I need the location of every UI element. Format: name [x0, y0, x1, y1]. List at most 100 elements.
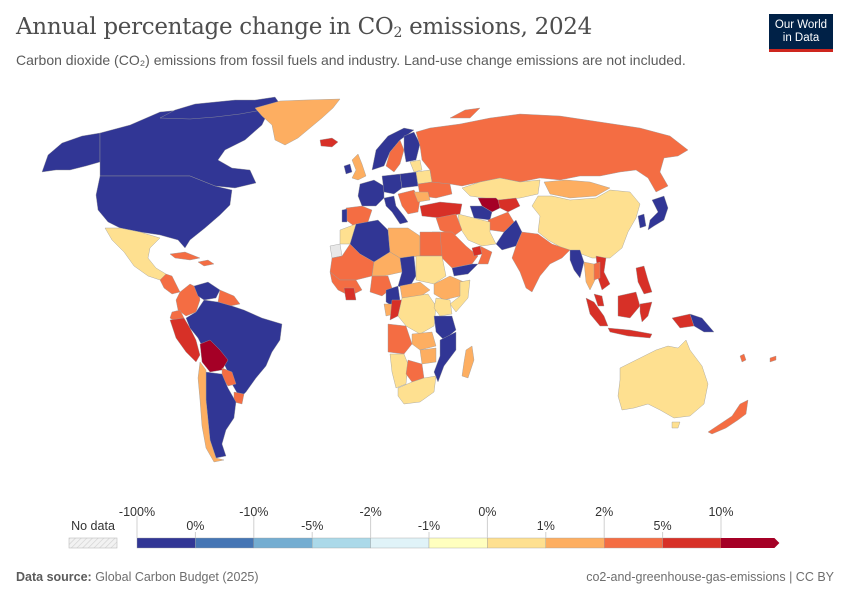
country-belarus[interactable]: [415, 169, 433, 185]
data-source-value[interactable]: Global Carbon Budget (2025): [91, 570, 259, 584]
country-central-america[interactable]: [159, 273, 181, 295]
country-myanmar[interactable]: [569, 249, 585, 279]
country-portugal[interactable]: [341, 208, 348, 223]
country-kenya[interactable]: [433, 297, 453, 317]
country-cote-divoire[interactable]: [343, 287, 357, 301]
country-iceland[interactable]: [319, 137, 339, 148]
legend-bins: [136, 537, 780, 549]
legend-bin[interactable]: [662, 537, 722, 549]
world-map: [41, 96, 777, 463]
country-turkmenistan[interactable]: [469, 205, 493, 221]
country-peru[interactable]: [169, 317, 201, 363]
country-japan[interactable]: [647, 195, 669, 231]
country-france[interactable]: [357, 179, 385, 207]
country-bolivia[interactable]: [199, 339, 229, 373]
legend-bin[interactable]: [195, 537, 254, 549]
country-zambia[interactable]: [411, 331, 437, 351]
country-uk[interactable]: [351, 153, 367, 181]
legend-bin[interactable]: [545, 537, 605, 549]
country-italy[interactable]: [383, 195, 409, 225]
legend-bin[interactable]: [312, 537, 371, 549]
country-greenland[interactable]: [254, 98, 341, 146]
legend-tick-label: -2%: [359, 505, 381, 519]
map-legend: No data -100% -10% -2% 0% 2% 10% 0% -5% -1% 1% 5%: [68, 505, 780, 549]
country-new-zealand[interactable]: [707, 399, 749, 435]
country-papua-new-guinea[interactable]: [689, 313, 715, 333]
country-sulawesi[interactable]: [639, 301, 653, 323]
country-finland[interactable]: [403, 131, 421, 163]
country-caribbean[interactable]: [197, 259, 215, 267]
country-philippines[interactable]: [635, 265, 653, 295]
country-fiji[interactable]: [769, 355, 777, 363]
legend-bin[interactable]: [370, 537, 430, 549]
country-romania[interactable]: [413, 191, 431, 203]
country-alaska[interactable]: [41, 132, 101, 173]
country-madagascar[interactable]: [461, 345, 475, 379]
chart-title: Annual percentage change in CO2 emission…: [16, 14, 592, 41]
country-chile[interactable]: [197, 361, 225, 463]
country-balkans[interactable]: [397, 189, 421, 215]
legend-bin[interactable]: [604, 537, 663, 549]
country-mexico[interactable]: [104, 227, 167, 281]
country-borneo[interactable]: [617, 291, 641, 319]
country-laos-cambodia[interactable]: [593, 261, 601, 281]
country-central-african-republic[interactable]: [399, 281, 431, 299]
legend-bin[interactable]: [487, 537, 546, 549]
country-oman[interactable]: [477, 245, 493, 265]
country-india[interactable]: [511, 231, 571, 293]
country-zimbabwe[interactable]: [419, 347, 437, 365]
chart-slug-license[interactable]: co2-and-greenhouse-gas-emissions | CC BY: [586, 570, 834, 584]
logo-line-2: in Data: [782, 31, 820, 44]
legend-no-data[interactable]: No data: [68, 519, 118, 549]
legend-bin[interactable]: [428, 537, 488, 549]
country-indonesia[interactable]: [585, 297, 609, 327]
country-western-sahara[interactable]: [329, 243, 343, 259]
country-australia[interactable]: [617, 339, 709, 419]
country-tasmania[interactable]: [671, 421, 681, 429]
country-poland[interactable]: [399, 171, 419, 189]
country-venezuela[interactable]: [193, 281, 221, 301]
country-malaysia[interactable]: [593, 293, 605, 307]
country-iraq-syria[interactable]: [435, 213, 463, 237]
country-somalia[interactable]: [449, 279, 471, 313]
country-thailand[interactable]: [583, 261, 597, 291]
owid-logo[interactable]: Our World in Data: [769, 14, 833, 52]
legend-bin[interactable]: [253, 537, 313, 549]
country-pacific-islands[interactable]: [739, 353, 747, 363]
country-norway[interactable]: [371, 127, 415, 171]
country-russia-arctic-islands[interactable]: [449, 107, 481, 119]
country-turkey[interactable]: [419, 201, 463, 219]
country-korea[interactable]: [637, 213, 647, 229]
country-baltics[interactable]: [409, 159, 423, 173]
country-egypt[interactable]: [419, 231, 443, 257]
country-mongolia[interactable]: [543, 179, 611, 199]
country-russia[interactable]: [415, 113, 689, 193]
country-angola[interactable]: [387, 323, 413, 355]
legend-tick-label: -5%: [301, 519, 323, 533]
country-china[interactable]: [531, 189, 641, 259]
country-uzbekistan[interactable]: [477, 197, 505, 213]
country-mozambique[interactable]: [433, 331, 457, 383]
country-sudan[interactable]: [415, 255, 447, 285]
country-yemen[interactable]: [451, 263, 479, 277]
chart-subtitle: Carbon dioxide (CO₂) emissions from foss…: [16, 52, 686, 68]
country-kyrgyzstan-tajikistan[interactable]: [497, 197, 521, 213]
country-south-africa[interactable]: [397, 375, 437, 405]
country-cuba[interactable]: [169, 251, 201, 261]
country-dr-congo[interactable]: [397, 293, 437, 335]
legend-tick-label: -10%: [239, 505, 268, 519]
country-kazakhstan[interactable]: [461, 177, 541, 201]
data-source: Data source: Global Carbon Budget (2025): [16, 570, 259, 584]
country-germany[interactable]: [381, 173, 403, 195]
country-guyanas[interactable]: [217, 289, 241, 307]
country-ireland[interactable]: [343, 163, 353, 175]
country-namibia[interactable]: [389, 353, 409, 389]
country-java[interactable]: [607, 327, 653, 339]
legend-no-data-swatch: [68, 537, 118, 549]
legend-tick-label: 10%: [708, 505, 733, 519]
legend-tick-label: 5%: [654, 519, 672, 533]
country-canadian-arctic[interactable]: [159, 96, 281, 120]
legend-bin[interactable]: [136, 537, 196, 549]
legend-tick-label: -1%: [418, 519, 440, 533]
legend-bin[interactable]: [721, 538, 780, 548]
